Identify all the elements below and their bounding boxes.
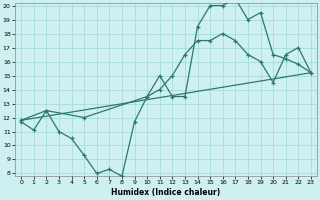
- X-axis label: Humidex (Indice chaleur): Humidex (Indice chaleur): [111, 188, 221, 197]
